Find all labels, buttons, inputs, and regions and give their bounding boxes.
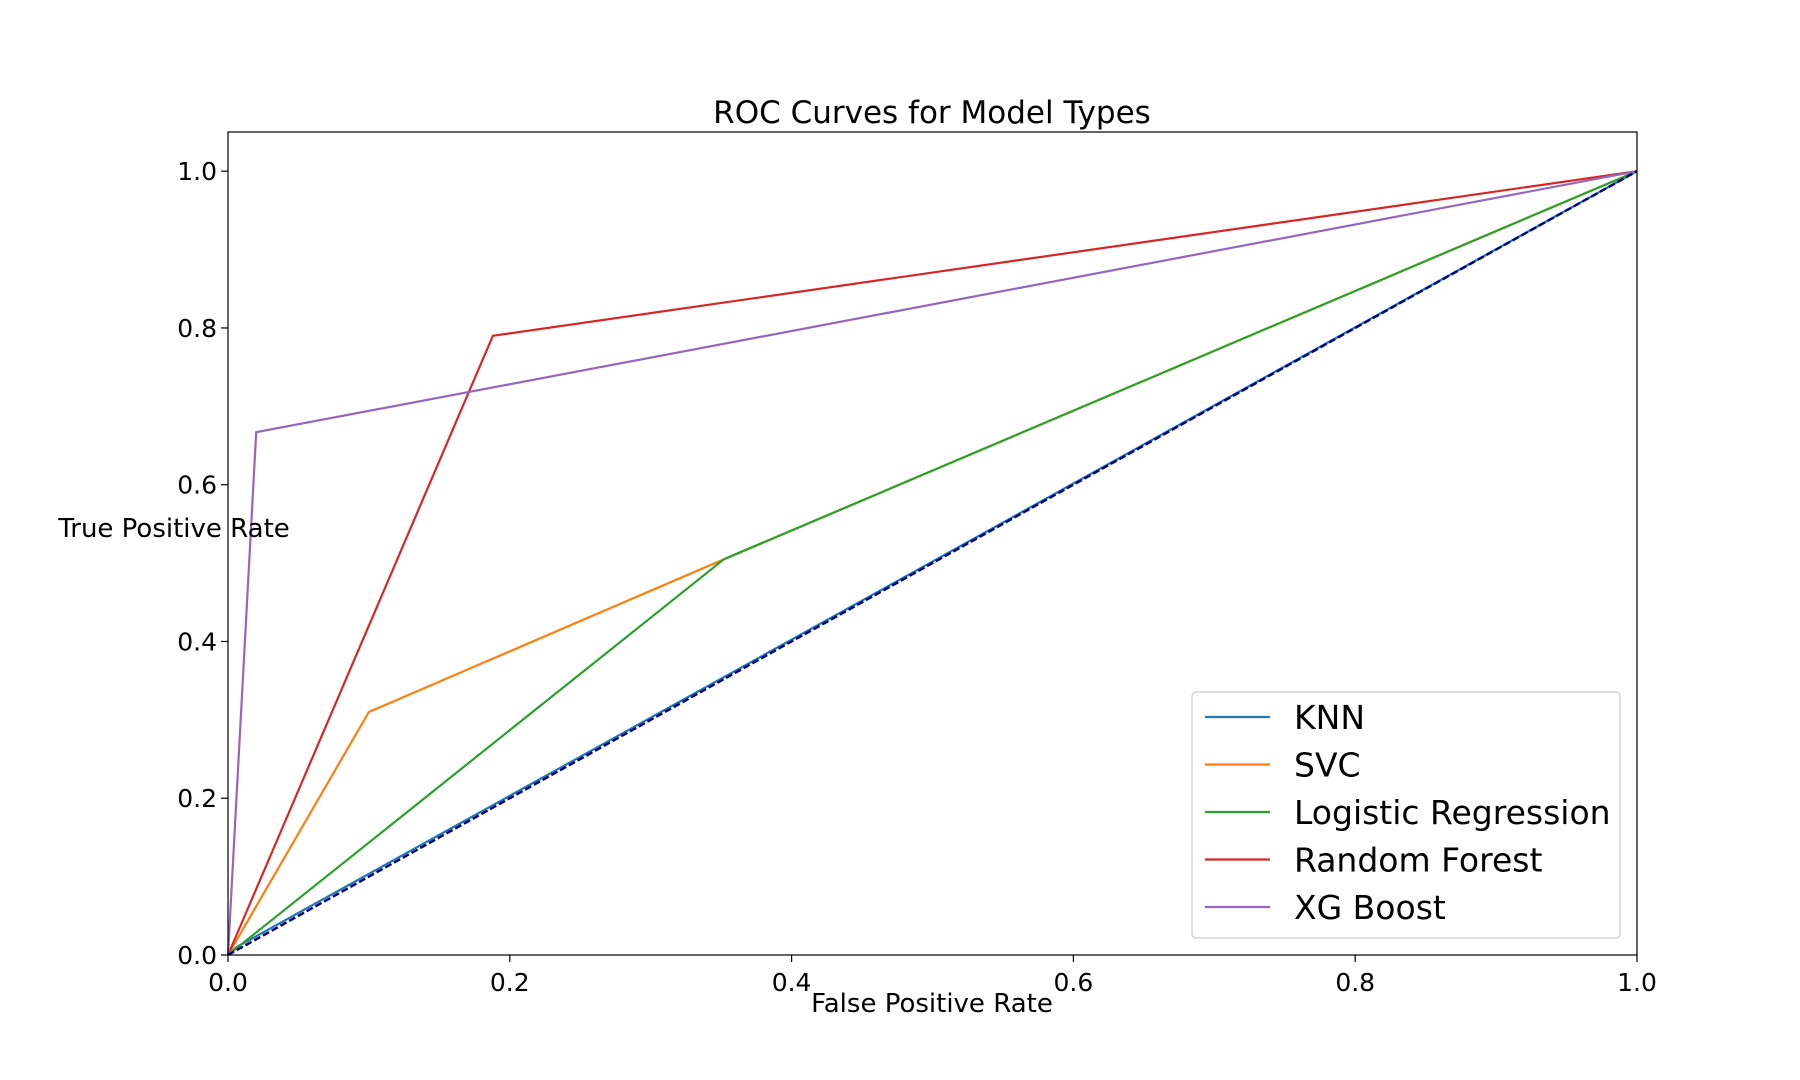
- legend-box: [1191, 691, 1621, 939]
- chart-title: ROC Curves for Model Types: [713, 95, 1151, 131]
- x-tick-label: 0.0: [208, 968, 248, 997]
- x-tick-label: 0.8: [1335, 968, 1375, 997]
- y-tick-label: 1.0: [177, 157, 217, 186]
- legend-label-random-forest: Random Forest: [1294, 841, 1542, 880]
- reference-diagonal-line: [227, 170, 1638, 957]
- plot-lines: [226, 170, 1638, 957]
- x-tick-label: 0.6: [1054, 968, 1094, 997]
- legend: KNN SVC Logistic Regression Random Forest XG…: [1191, 691, 1621, 939]
- legend-label-svc: SVC: [1294, 746, 1361, 785]
- y-axis-label: True Positive Rate: [57, 514, 290, 544]
- y-tick-label: 0.4: [177, 627, 217, 656]
- y-tick-label: 0.6: [177, 471, 217, 500]
- series-line-logistic-regression: [227, 170, 1638, 956]
- x-tick-label: 0.2: [490, 968, 530, 997]
- series-line-xg-boost: [226, 170, 1638, 956]
- legend-label-logistic-regression: Logistic Regression: [1294, 793, 1611, 832]
- series-line-random-forest: [226, 170, 1638, 956]
- y-tick-label: 0.0: [177, 941, 217, 970]
- y-tick-label: 0.8: [177, 314, 217, 343]
- x-axis-label: False Positive Rate: [811, 989, 1053, 1019]
- legend-label-xg-boost: XG Boost: [1294, 888, 1446, 927]
- x-tick-label: 0.4: [772, 968, 812, 997]
- x-tick-label: 1.0: [1617, 968, 1657, 997]
- legend-label-knn: KNN: [1294, 698, 1365, 737]
- x-axis-ticks: 0.0 0.2 0.4 0.6 0.8 1.0: [208, 955, 1657, 997]
- y-axis-ticks: 0.0 0.2 0.4 0.6 0.8 1.0: [177, 157, 228, 970]
- y-tick-label: 0.2: [177, 784, 217, 813]
- plot-frame: [227, 131, 1638, 956]
